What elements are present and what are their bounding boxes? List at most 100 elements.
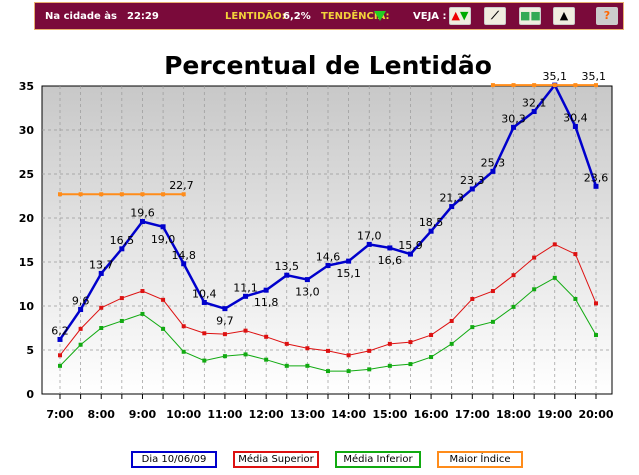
upper-data-point bbox=[573, 252, 578, 257]
lower-data-point bbox=[470, 325, 475, 330]
top-status-bar: Na cidade às 22:29 LENTIDÃO: 6,2% TENDÊN… bbox=[34, 2, 624, 30]
data-label: 15,1 bbox=[336, 267, 361, 280]
traffic-button[interactable]: ■■ bbox=[519, 7, 541, 25]
day-data-point bbox=[428, 228, 434, 234]
truck-icon: ■■ bbox=[520, 9, 541, 22]
lower-data-point bbox=[532, 287, 537, 292]
day-data-point bbox=[98, 270, 104, 276]
x-tick-label: 12:00 bbox=[249, 408, 284, 421]
y-tick-label: 25 bbox=[19, 168, 34, 181]
help-button[interactable]: ? bbox=[596, 7, 618, 25]
help-icon: ? bbox=[603, 9, 611, 22]
day-data-point bbox=[387, 245, 393, 251]
upper-data-point bbox=[326, 348, 330, 353]
day-data-point bbox=[160, 224, 166, 230]
lower-data-point bbox=[594, 333, 598, 338]
day-data-point bbox=[511, 124, 517, 130]
cone-button[interactable]: ▲ bbox=[553, 7, 575, 25]
lower-data-point bbox=[78, 342, 83, 347]
data-label: 30,4 bbox=[563, 111, 588, 124]
y-tick-label: 15 bbox=[19, 256, 34, 269]
legend-day[interactable]: Dia 10/06/09 bbox=[131, 451, 217, 468]
time-value: 22:29 bbox=[127, 10, 159, 22]
slowness-value: 6,2% bbox=[283, 10, 311, 22]
upper-data-point bbox=[99, 305, 104, 310]
upper-data-point bbox=[243, 328, 248, 333]
day-data-point bbox=[325, 263, 331, 269]
y-tick-label: 10 bbox=[19, 300, 35, 313]
data-label: 6,2 bbox=[51, 324, 69, 337]
upper-data-point bbox=[449, 318, 454, 323]
data-label: 23,6 bbox=[584, 171, 609, 184]
lower-data-point bbox=[387, 363, 392, 368]
lower-data-point bbox=[449, 341, 454, 346]
lower-data-point bbox=[429, 355, 434, 360]
data-label: 16,6 bbox=[378, 254, 403, 267]
lower-data-point bbox=[264, 357, 269, 362]
upper-data-point bbox=[429, 333, 434, 338]
day-data-point bbox=[572, 123, 578, 129]
data-label: 13,0 bbox=[295, 286, 320, 299]
day-data-point bbox=[366, 241, 372, 247]
day-data-point bbox=[593, 183, 599, 189]
data-label: 30,3 bbox=[501, 112, 526, 125]
upper-data-point bbox=[387, 341, 392, 346]
x-tick-label: 7:00 bbox=[46, 408, 74, 421]
lower-data-point bbox=[552, 275, 557, 280]
upper-data-point bbox=[58, 353, 62, 358]
data-label: 17,0 bbox=[357, 229, 382, 242]
upper-data-point bbox=[552, 242, 557, 247]
data-label: 25,3 bbox=[481, 156, 506, 169]
trend-arrows-button[interactable]: ▲▼ bbox=[449, 7, 471, 25]
lower-data-point bbox=[408, 362, 413, 367]
data-label: 23,3 bbox=[460, 174, 485, 187]
data-label: 14,8 bbox=[171, 249, 196, 262]
upper-data-point bbox=[490, 289, 495, 294]
max-index-point bbox=[161, 192, 166, 197]
slowness-label: LENTIDÃO: bbox=[225, 10, 286, 22]
lower-data-point bbox=[326, 369, 330, 374]
x-tick-label: 8:00 bbox=[88, 408, 116, 421]
data-label: 19,0 bbox=[151, 233, 176, 246]
max-index-point bbox=[552, 83, 557, 88]
upper-data-point bbox=[181, 324, 186, 329]
data-label: 18,5 bbox=[419, 216, 444, 229]
x-tick-label: 18:00 bbox=[496, 408, 531, 421]
day-data-point bbox=[139, 219, 145, 225]
day-data-point bbox=[119, 246, 125, 252]
max-index-point bbox=[573, 83, 578, 88]
max-index-point bbox=[119, 192, 124, 197]
y-tick-label: 20 bbox=[19, 212, 35, 225]
lower-data-point bbox=[119, 318, 124, 323]
y-tick-label: 30 bbox=[19, 124, 35, 137]
upper-data-point bbox=[594, 301, 598, 306]
y-tick-label: 0 bbox=[26, 388, 34, 401]
upper-data-point bbox=[222, 332, 227, 337]
lower-data-point bbox=[284, 363, 289, 368]
legend-lower-average[interactable]: Média Inferior bbox=[335, 451, 421, 468]
x-tick-label: 11:00 bbox=[207, 408, 242, 421]
upper-data-point bbox=[408, 340, 413, 345]
data-label: 14,6 bbox=[316, 251, 341, 264]
max-index-point bbox=[594, 83, 598, 88]
x-tick-label: 16:00 bbox=[414, 408, 449, 421]
data-label: 11,1 bbox=[233, 281, 258, 294]
x-tick-label: 20:00 bbox=[578, 408, 613, 421]
chart-button[interactable]: ⟋ bbox=[484, 7, 506, 25]
data-label: 11,8 bbox=[254, 296, 279, 309]
day-data-point bbox=[243, 293, 249, 299]
day-data-point bbox=[346, 258, 352, 264]
lower-data-point bbox=[367, 367, 372, 372]
x-tick-label: 10:00 bbox=[166, 408, 201, 421]
upper-data-point bbox=[511, 273, 516, 278]
upper-data-point bbox=[284, 341, 289, 346]
upper-data-point bbox=[78, 326, 83, 331]
lower-data-point bbox=[99, 326, 104, 330]
x-tick-label: 19:00 bbox=[537, 408, 572, 421]
legend-upper-average[interactable]: Média Superior bbox=[233, 451, 319, 468]
x-tick-label: 9:00 bbox=[129, 408, 157, 421]
legend-max-index[interactable]: Maior Índice bbox=[437, 451, 523, 468]
data-label: 19,6 bbox=[130, 207, 155, 220]
lower-data-point bbox=[346, 369, 351, 374]
day-data-point bbox=[78, 307, 84, 313]
